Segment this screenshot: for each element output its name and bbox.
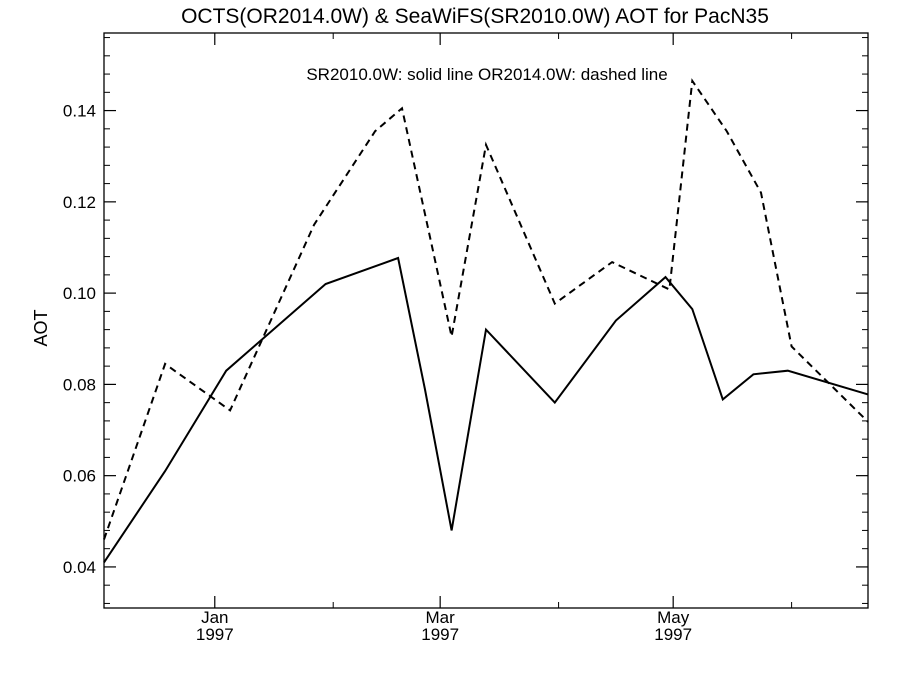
x-tick-label: Mar [426,608,456,627]
chart-title: OCTS(OR2014.0W) & SeaWiFS(SR2010.0W) AOT… [181,5,769,28]
series-line-sr2010-0w [103,256,869,563]
y-tick-label: 0.12 [63,193,96,212]
series-lines [103,78,869,563]
plot-frame [103,32,869,609]
x-tick-year: 1997 [196,625,234,644]
x-tick-label: May [657,608,690,627]
x-tick-year: 1997 [421,625,459,644]
x-tick-label: Jan [201,608,228,627]
axis-ticks: 0.040.060.080.100.120.14Jan1997Mar1997Ma… [63,33,868,644]
y-tick-label: 0.14 [63,102,96,121]
y-tick-label: 0.10 [63,284,96,303]
y-tick-label: 0.06 [63,467,96,486]
y-axis-label: AOT [31,309,51,346]
y-tick-label: 0.08 [63,375,96,394]
y-tick-label: 0.04 [63,558,96,577]
series-line-or2014-0w [103,78,869,540]
x-tick-year: 1997 [654,625,692,644]
legend-note: SR2010.0W: solid line OR2014.0W: dashed … [306,65,667,84]
